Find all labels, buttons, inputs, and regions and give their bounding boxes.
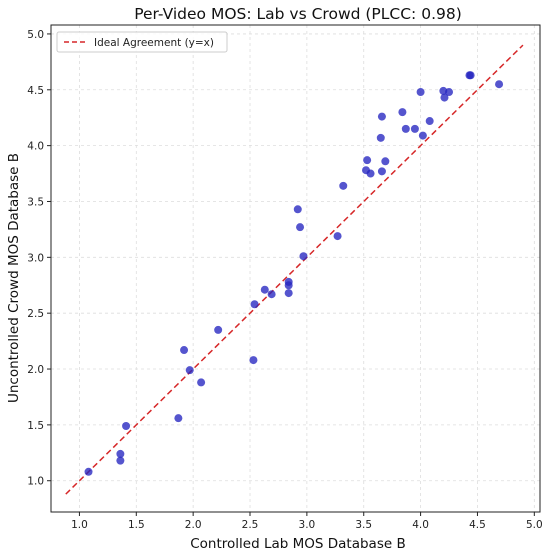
data-point (122, 421, 131, 430)
data-point (398, 108, 407, 117)
data-point (410, 124, 419, 133)
data-point (284, 289, 293, 298)
data-point (214, 325, 223, 334)
chart-title: Per-Video MOS: Lab vs Crowd (PLCC: 0.98) (134, 5, 462, 23)
x-tick-label: 2.5 (242, 519, 259, 531)
y-tick-label: 5.0 (27, 29, 44, 41)
data-point (185, 366, 194, 375)
legend: Ideal Agreement (y=x) (56, 31, 228, 53)
data-point (495, 80, 504, 89)
ideal-line-layer (65, 44, 524, 495)
x-tick-label: 4.0 (412, 519, 429, 531)
data-point (174, 414, 183, 423)
x-tick-label: 1.0 (71, 519, 88, 531)
data-point (425, 117, 434, 126)
y-tick-label: 4.5 (27, 85, 44, 97)
y-tick-label: 2.5 (27, 308, 44, 320)
data-point (299, 252, 308, 261)
ideal-agreement-line (65, 44, 524, 495)
data-point (401, 124, 410, 133)
data-points (84, 71, 504, 476)
data-point (260, 285, 269, 294)
y-axis-label: Uncontrolled Crowd MOS Database B (6, 153, 22, 403)
y-tick-label: 3.0 (27, 252, 44, 264)
x-tick-label: 5.0 (526, 519, 543, 531)
data-point (377, 112, 386, 121)
data-point (293, 205, 302, 214)
axis-ticks: 1.0 1.5 2.0 2.5 3.0 3.5 4.0 4.5 5.0 1.0 1.5 2.0 2.5 3… (27, 29, 542, 531)
x-tick-label: 4.5 (469, 519, 486, 531)
data-point (197, 378, 206, 387)
data-point (249, 356, 258, 365)
data-point (84, 467, 93, 476)
data-point (440, 93, 449, 102)
y-tick-label: 1.5 (27, 420, 44, 432)
data-point (445, 88, 454, 97)
data-point (296, 223, 305, 232)
legend-box (56, 31, 228, 53)
data-point (381, 157, 390, 166)
data-point (339, 181, 348, 190)
data-point (116, 456, 125, 465)
plot-frame (50, 24, 541, 513)
x-tick-label: 3.0 (299, 519, 316, 531)
data-point (284, 277, 293, 286)
data-point (418, 131, 427, 140)
data-point (376, 133, 385, 142)
legend-label-ideal-line: Ideal Agreement (y=x) (94, 37, 214, 49)
data-point (180, 346, 189, 355)
data-point (366, 169, 375, 178)
data-point (333, 232, 342, 241)
x-tick-label: 1.5 (128, 519, 145, 531)
x-tick-label: 2.0 (185, 519, 202, 531)
x-axis-label: Controlled Lab MOS Database B (190, 536, 405, 552)
data-point (116, 449, 125, 458)
y-tick-label: 4.0 (27, 141, 44, 153)
data-point (377, 167, 386, 176)
grid (51, 25, 540, 512)
data-point (250, 300, 259, 309)
y-tick-label: 3.5 (27, 196, 44, 208)
y-tick-label: 2.0 (27, 364, 44, 376)
y-tick-label: 1.0 (27, 476, 44, 488)
x-tick-label: 3.5 (355, 519, 372, 531)
data-point (363, 156, 372, 165)
data-point (416, 88, 425, 97)
data-point (267, 290, 276, 299)
data-point (466, 71, 475, 80)
